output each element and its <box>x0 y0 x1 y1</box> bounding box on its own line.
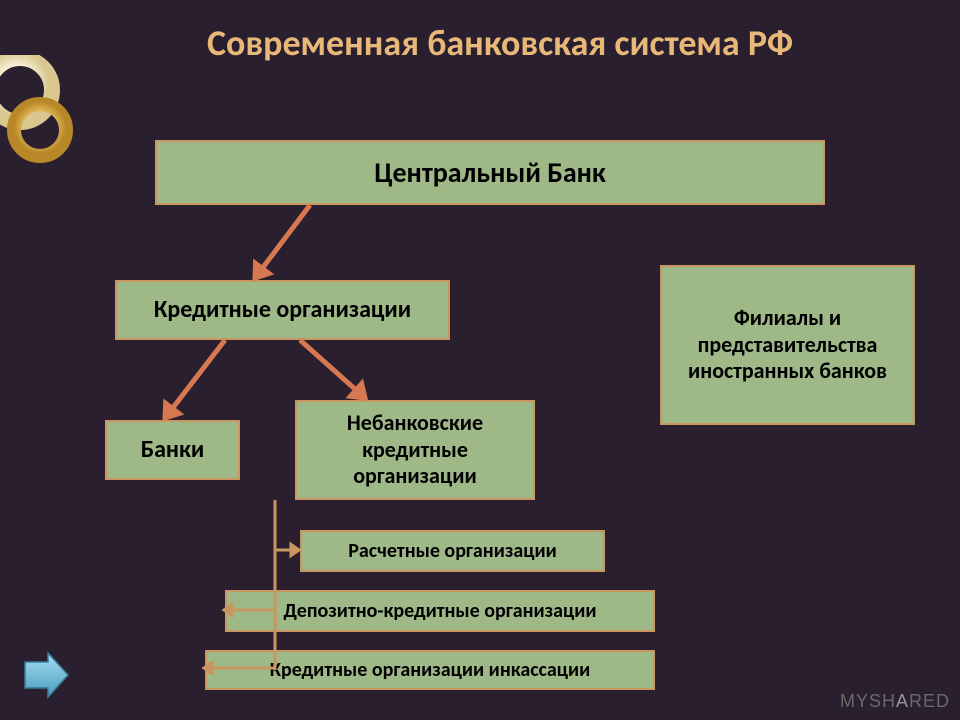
box-incasso: Кредитные организации инкассации <box>205 650 655 690</box>
box-credit-orgs: Кредитные организации <box>115 280 450 340</box>
box-deposit: Депозитно-кредитные организации <box>225 590 655 632</box>
box-settlement: Расчетные организации <box>300 530 605 572</box>
box-label: Центральный Банк <box>374 156 606 190</box>
box-foreign: Филиалы и представительства иностранных … <box>660 265 915 425</box>
box-nonbank: Небанковские кредитные организации <box>295 400 535 500</box>
box-label: Филиалы и представительства иностранных … <box>672 305 903 384</box>
box-label: Расчетные организации <box>348 539 557 563</box>
box-label: Небанковские кредитные организации <box>307 410 523 489</box>
next-arrow-button[interactable] <box>20 650 70 700</box>
box-label: Депозитно-кредитные организации <box>283 599 596 623</box>
box-label: Банки <box>141 436 205 465</box>
box-label: Кредитные организации <box>154 296 411 325</box>
watermark: MYSHARED <box>840 691 950 712</box>
box-label: Кредитные организации инкассации <box>270 658 590 682</box>
slide-title: Современная банковская система РФ <box>0 0 960 65</box>
box-banks: Банки <box>105 420 240 480</box>
box-central-bank: Центральный Банк <box>155 140 825 205</box>
ring-decoration-icon <box>0 55 80 165</box>
